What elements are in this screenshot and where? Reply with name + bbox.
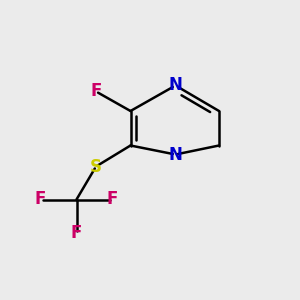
Text: S: S bbox=[90, 158, 102, 175]
Text: F: F bbox=[71, 224, 82, 242]
Text: N: N bbox=[169, 76, 182, 94]
Text: F: F bbox=[35, 190, 46, 208]
Text: F: F bbox=[107, 190, 118, 208]
Text: F: F bbox=[90, 82, 102, 100]
Text: N: N bbox=[169, 146, 182, 164]
